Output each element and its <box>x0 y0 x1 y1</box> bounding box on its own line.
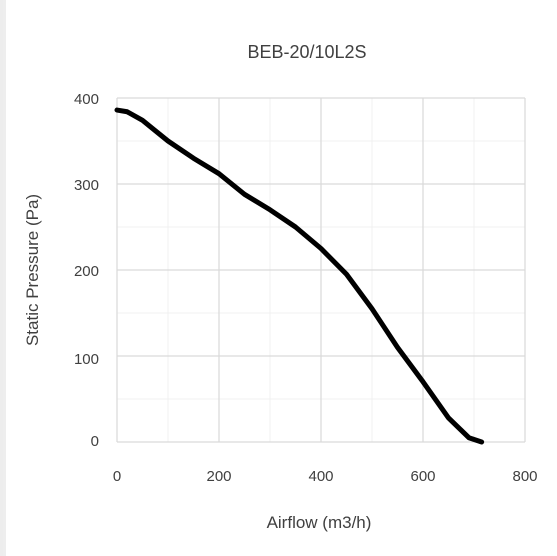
x-tick-400: 400 <box>308 468 333 485</box>
x-tick-200: 200 <box>206 468 231 485</box>
y-axis-ticks: 0 100 200 300 400 <box>74 91 99 450</box>
chart-title: BEB-20/10L2S <box>247 42 366 62</box>
y-tick-400: 400 <box>74 91 99 108</box>
y-tick-300: 300 <box>74 177 99 194</box>
y-tick-0: 0 <box>91 433 99 450</box>
y-axis-label: Static Pressure (Pa) <box>23 194 42 346</box>
y-tick-100: 100 <box>74 351 99 368</box>
x-tick-0: 0 <box>113 468 121 485</box>
y-tick-200: 200 <box>74 263 99 280</box>
x-axis-ticks: 0 200 400 600 800 <box>113 468 538 485</box>
x-tick-600: 600 <box>410 468 435 485</box>
major-grid <box>116 97 526 443</box>
chart-area-background <box>6 0 557 556</box>
x-tick-800: 800 <box>512 468 537 485</box>
x-axis-label: Airflow (m3/h) <box>267 513 372 532</box>
series-line <box>114 107 485 445</box>
